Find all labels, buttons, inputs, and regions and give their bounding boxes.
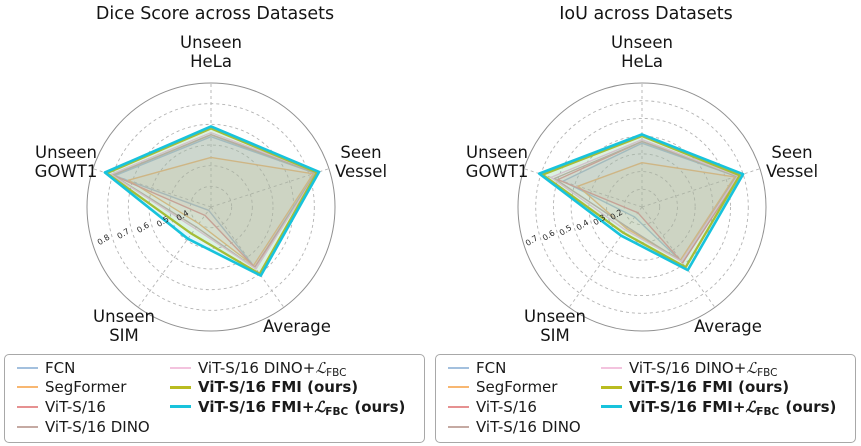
legend-box-dice: FCN SegFormer ViT-S/16 ViT-S/16 DINO ViT-S/…	[4, 354, 425, 443]
series-polygon-vit-s-16-fmi-lfbc-ours-	[103, 125, 321, 277]
axis-spoke	[568, 206, 643, 308]
series-polygon-vit-s-16-fmi-ours-	[105, 127, 319, 276]
axis-label-unseen-sim: Unseen SIM	[524, 307, 586, 346]
subscript-fbc: FBC	[325, 405, 349, 418]
legend-column-2: ViT-S/16 DINO+ℒFBC ViT-S/16 FMI (ours) ViT…	[165, 358, 421, 418]
legend-swatch	[448, 425, 469, 428]
dice-radar-chart: 0.40.50.60.70.8	[86, 82, 336, 332]
rtick-label: 0.4	[575, 218, 591, 232]
legend-item-vit-s-16-fmi: ViT-S/16 FMI (ours)	[596, 378, 852, 398]
subscript-fbc: FBC	[757, 366, 778, 379]
legend-swatch	[601, 385, 622, 389]
dice-chart-title: Dice Score across Datasets	[95, 4, 335, 24]
legend-item-fcn: FCN	[12, 358, 162, 378]
legend-item-vit-s-16-fmi-: ViT-S/16 FMI+ℒFBC (ours)	[165, 397, 421, 418]
legend-label: ViT-S/16 FMI (ours)	[629, 378, 790, 397]
grid-ring	[169, 165, 253, 249]
legend-label: ViT-S/16 FMI+ℒFBC (ours)	[629, 397, 837, 418]
legend-label: ViT-S/16 DINO+ℒFBC	[629, 358, 778, 379]
mathcal-L: ℒ	[314, 397, 326, 416]
legend-column-2: ViT-S/16 DINO+ℒFBC ViT-S/16 FMI (ours) ViT…	[596, 358, 852, 418]
outer-spine	[86, 82, 336, 332]
legend-swatch	[601, 366, 622, 369]
axis-spoke	[210, 168, 330, 208]
iou-chart-title: IoU across Datasets	[559, 4, 733, 24]
series-polygon-vit-s-16-fmi-ours-	[541, 134, 741, 269]
axis-label-unseen-gowt1: Unseen GOWT1	[465, 143, 529, 182]
legend-label: ViT-S/16 DINO	[476, 417, 581, 436]
legend-label: ViT-S/16	[45, 397, 106, 416]
axis-label-average: Average	[263, 317, 331, 336]
legend-label: SegFormer	[476, 378, 558, 397]
axis-label-seen-vessel: Seen Vessel	[334, 143, 388, 182]
mathcal-L: ℒ	[315, 358, 327, 377]
rtick-label: 0.8	[96, 233, 112, 247]
legend-label: SegFormer	[45, 378, 127, 397]
legend-column-1: FCN SegFormer ViT-S/16 ViT-S/16 DINO	[12, 358, 162, 436]
rtick-label: 0.6	[135, 221, 151, 235]
legend-swatch	[17, 366, 38, 369]
grid-ring	[535, 100, 749, 314]
axis-label-unseen-hela: Unseen HeLa	[611, 33, 673, 72]
legend-item-vit-s-16-dino: ViT-S/16 DINO	[12, 417, 162, 437]
axis-spoke	[641, 206, 716, 308]
legend-item-vit-s-16-fmi: ViT-S/16 FMI (ours)	[165, 378, 421, 398]
grid-ring	[570, 135, 714, 279]
legend-column-1: FCN SegFormer ViT-S/16 ViT-S/16 DINO	[443, 358, 593, 436]
legend-swatch	[17, 425, 38, 428]
axis-label-unseen-sim: Unseen SIM	[93, 307, 155, 346]
iou-radar-chart: 0.20.30.40.50.60.7	[517, 82, 767, 332]
legend-item-vit-s-16: ViT-S/16	[443, 397, 593, 417]
legend-swatch	[448, 405, 469, 408]
legend-item-vit-s-16-fmi-: ViT-S/16 FMI+ℒFBC (ours)	[596, 397, 852, 418]
series-polygon-vit-s-16-fmi-lfbc-ours-	[537, 133, 745, 272]
legend-box-iou: FCN SegFormer ViT-S/16 ViT-S/16 DINO ViT-S/…	[435, 354, 856, 443]
rtick-label: 0.6	[541, 228, 557, 242]
series-polygon-segformer	[127, 156, 314, 267]
axis-label-unseen-gowt1: Unseen GOWT1	[34, 143, 98, 182]
series-polygon-vit-s-16-dino	[553, 140, 737, 263]
rtick-label: 0.7	[524, 234, 540, 248]
legend-label: ViT-S/16 DINO+ℒFBC	[198, 358, 347, 379]
subscript-fbc: FBC	[756, 405, 780, 418]
panel-iou: 0.2 0.3 0.4 0.5 0.6 0.7 IoU across Datasets U…	[431, 0, 861, 446]
legend-item-vit-s-16-dino: ViT-S/16 DINO	[443, 417, 593, 437]
legend-item-vit-s-16: ViT-S/16	[12, 397, 162, 417]
legend-swatch	[601, 405, 622, 409]
outer-spine	[517, 82, 767, 332]
legend-item-fcn: FCN	[443, 358, 593, 378]
axis-label-average: Average	[694, 317, 762, 336]
rtick-label: 0.7	[116, 227, 132, 241]
legend-swatch	[170, 385, 191, 389]
mathcal-L: ℒ	[746, 358, 758, 377]
legend-swatch	[170, 366, 191, 369]
legend-label: FCN	[45, 358, 76, 377]
legend-item-vit-s-16-dino-: ViT-S/16 DINO+ℒFBC	[165, 358, 421, 379]
legend-item-segformer: SegFormer	[12, 378, 162, 398]
series-polygon-vit-s-16-dino-lfbc	[550, 138, 739, 263]
legend-swatch	[170, 405, 191, 409]
rtick-label: 0.5	[558, 223, 574, 237]
legend-swatch	[448, 366, 469, 369]
panel-dice: 0.4 0.5 0.6 0.7 0.8 Dice Score across Datase…	[0, 0, 430, 446]
grid-ring	[552, 117, 732, 297]
legend-swatch	[17, 386, 38, 389]
legend-label: ViT-S/16	[476, 397, 537, 416]
subscript-fbc: FBC	[326, 366, 347, 379]
axis-label-unseen-hela: Unseen HeLa	[180, 33, 242, 72]
mathcal-L: ℒ	[745, 397, 757, 416]
legend-item-vit-s-16-dino-: ViT-S/16 DINO+ℒFBC	[596, 358, 852, 379]
legend-label: ViT-S/16 DINO	[45, 417, 150, 436]
legend-label: ViT-S/16 FMI+ℒFBC (ours)	[198, 397, 406, 418]
legend-label: FCN	[476, 358, 507, 377]
legend-swatch	[17, 405, 38, 408]
legend-swatch	[448, 386, 469, 389]
legend-label: ViT-S/16 FMI (ours)	[198, 378, 359, 397]
series-polygon-vit-s-16-dino	[111, 133, 316, 270]
axis-label-seen-vessel: Seen Vessel	[765, 143, 819, 182]
legend-item-segformer: SegFormer	[443, 378, 593, 398]
